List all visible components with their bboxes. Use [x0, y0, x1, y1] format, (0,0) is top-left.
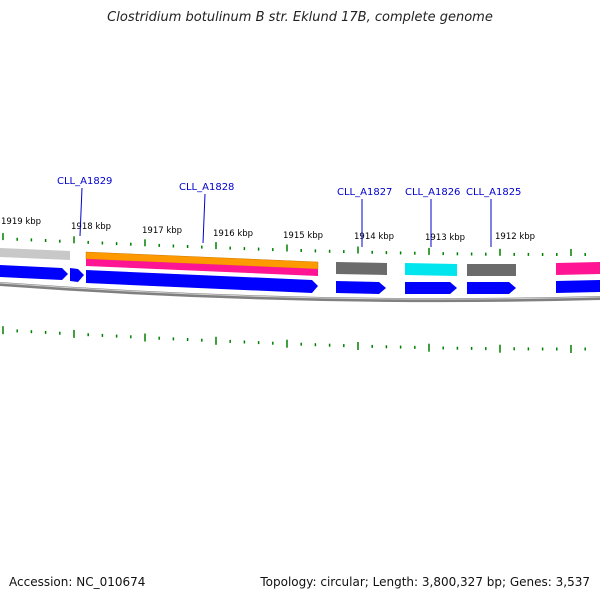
pink-feature-right: [556, 262, 600, 275]
label-line-1829: [79, 187, 83, 237]
inner-ticks: [2, 326, 586, 353]
cds-arrow-1827: [336, 281, 386, 294]
outer-ticks: [2, 233, 586, 256]
cds-arrow-1828: [86, 270, 318, 293]
cds-arrow-1829: [70, 268, 84, 282]
cds-arrow-left: [0, 265, 68, 280]
genome-title: Clostridium botulinum B str. Eklund 17B,…: [107, 10, 493, 25]
cds-arrow-1825: [467, 282, 516, 294]
kbp-label-1918: 1918 kbp: [71, 222, 111, 232]
gene-label-1827: CLL_A1827: [337, 187, 392, 198]
kbp-label-1916: 1916 kbp: [213, 229, 253, 239]
kbp-label-1914: 1914 kbp: [354, 232, 394, 242]
label-line-1828: [202, 193, 206, 244]
pink-feature: [86, 259, 318, 276]
gene-label-1825: CLL_A1825: [466, 187, 521, 198]
kbp-label-1912: 1912 kbp: [495, 232, 535, 242]
genome-backbone: [0, 282, 600, 303]
gray-feature-1825: [467, 264, 516, 276]
gene-label-1826: CLL_A1826: [405, 187, 460, 198]
gray-feature-left: [0, 248, 70, 260]
cds-arrow-1826: [405, 282, 457, 294]
gray-feature-1827: [336, 262, 387, 275]
gene-label-1829: CLL_A1829: [57, 176, 112, 187]
cds-arrow-right: [556, 280, 600, 293]
gene-label-1828: CLL_A1828: [179, 182, 234, 193]
cyan-feature-1826: [405, 263, 457, 276]
kbp-label-1917: 1917 kbp: [142, 226, 182, 236]
accession-text: Accession: NC_010674: [9, 575, 146, 589]
kbp-label-1919: 1919 kbp: [1, 217, 41, 227]
genome-summary-text: Topology: circular; Length: 3,800,327 bp…: [260, 575, 590, 589]
kbp-label-1913: 1913 kbp: [425, 233, 465, 243]
genome-backbone-highlight: [0, 282, 600, 300]
kbp-label-1915: 1915 kbp: [283, 231, 323, 241]
